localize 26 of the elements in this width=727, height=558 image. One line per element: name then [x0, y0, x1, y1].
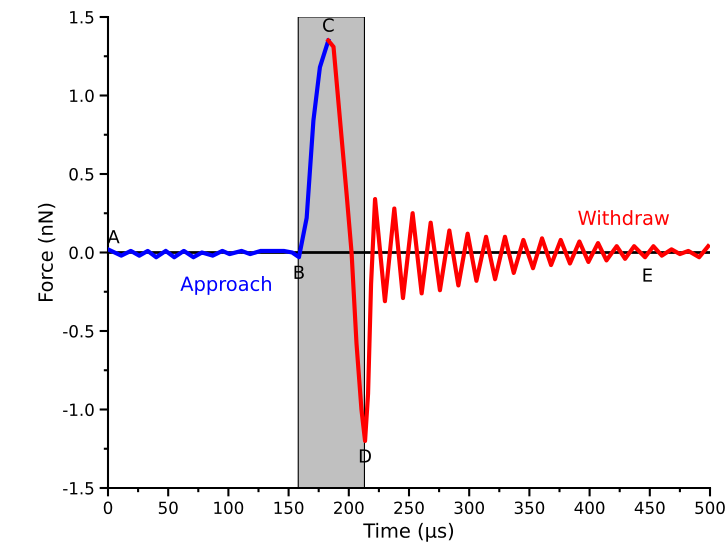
x-tick-label: 0	[104, 501, 112, 514]
x-axis-title: Time (µs)	[363, 522, 454, 542]
y-tick-label: 0.5	[69, 168, 94, 181]
y-tick-label: 1.0	[70, 89, 94, 102]
y-tick-label: -1.5	[63, 482, 94, 495]
x-tick-label: 200	[334, 501, 364, 514]
x-tick-label: 300	[454, 501, 484, 514]
x-tick-label: 400	[574, 501, 604, 514]
y-tick-label: 0.0	[69, 246, 94, 260]
line-series	[326, 38, 710, 443]
annotation: E	[643, 268, 652, 282]
y-tick-label: -0.5	[63, 324, 94, 338]
y-tick-label: 1.5	[70, 11, 94, 24]
x-tick-label: 250	[394, 501, 424, 514]
y-axis-title: Force (nN)	[38, 204, 56, 301]
series-label: Approach	[180, 276, 271, 295]
x-tick-label: 100	[214, 501, 244, 514]
x-tick-label: 350	[514, 501, 544, 514]
x-tick-label: 50	[158, 501, 178, 514]
x-tick-label: 500	[695, 501, 725, 514]
line-series	[108, 38, 330, 260]
x-tick-label: 150	[274, 501, 304, 514]
x-tick-label: 450	[634, 501, 665, 514]
series-label: Withdraw	[578, 210, 670, 226]
y-tick-label: -1.0	[63, 403, 94, 416]
annotation: C	[323, 18, 334, 32]
